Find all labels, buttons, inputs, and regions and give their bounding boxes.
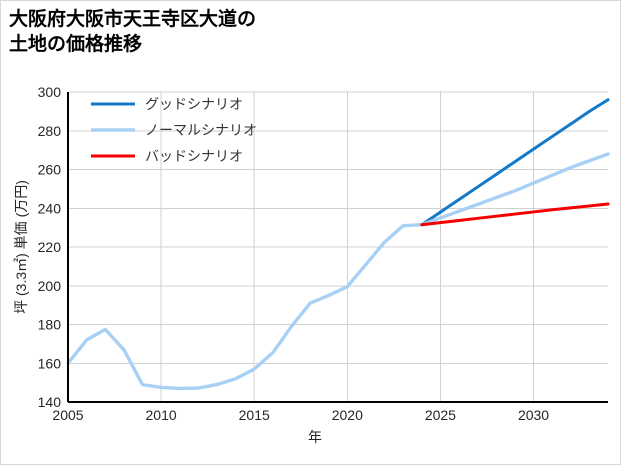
legend-label-1: ノーマルシナリオ — [145, 122, 257, 138]
gridlines-layer — [68, 91, 608, 402]
legend-label-0: グッドシナリオ — [145, 96, 243, 112]
chart-title: 大阪府大阪市天王寺区大道の 土地の価格推移 — [9, 9, 257, 56]
y-axis-label: 坪 (3.3㎡) 単価 (万円) — [13, 180, 29, 314]
series-line-2 — [420, 202, 610, 227]
legend-label-2: バッドシナリオ — [145, 148, 243, 164]
y-tick-label: 280 — [38, 123, 62, 139]
series-line-0 — [420, 98, 610, 227]
y-tick-label: 180 — [38, 317, 62, 333]
tick-labels-layer: 140 160 180 200 220 240 260 280 300 2005 2010 2015 2… — [38, 84, 550, 423]
y-tick-label: 140 — [38, 394, 62, 410]
x-tick-label: 2005 — [52, 407, 83, 423]
y-tick-label: 200 — [38, 278, 62, 294]
series-layer — [66, 98, 610, 391]
x-tick-label: 2020 — [332, 407, 363, 423]
axis-titles-layer: 年 坪 (3.3㎡) 単価 (万円) — [13, 180, 322, 445]
y-tick-label: 160 — [38, 355, 62, 371]
x-tick-label: 2030 — [518, 407, 549, 423]
y-tick-label: 240 — [38, 200, 62, 216]
x-tick-label: 2015 — [239, 407, 270, 423]
series-line-1 — [66, 152, 610, 391]
x-tick-label: 2010 — [146, 407, 177, 423]
y-tick-label: 220 — [38, 239, 62, 255]
x-tick-label: 2025 — [425, 407, 456, 423]
x-axis-label: 年 — [308, 429, 322, 445]
y-tick-label: 300 — [38, 84, 62, 100]
axes-layer — [67, 92, 608, 403]
y-tick-label: 260 — [38, 162, 62, 178]
